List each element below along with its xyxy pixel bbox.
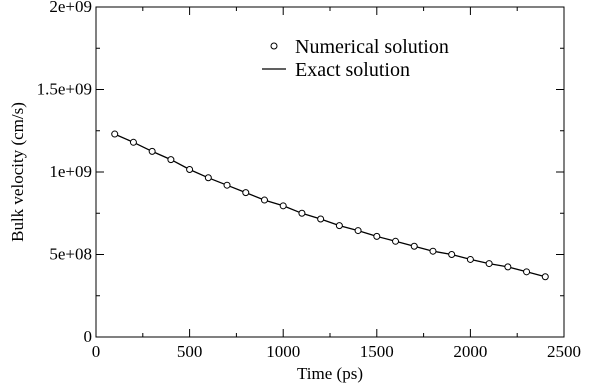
y-tick-label: 5e+08 xyxy=(49,245,92,264)
y-tick-label: 1.5e+09 xyxy=(37,80,92,99)
numerical-point xyxy=(279,202,287,210)
numerical-point xyxy=(317,215,325,223)
y-tick-labels: 0 5e+08 1e+09 1.5e+09 2e+09 xyxy=(37,0,92,346)
numerical-point xyxy=(242,189,250,197)
numerical-point xyxy=(448,251,456,258)
legend-numerical-label: Numerical solution xyxy=(295,36,449,58)
numerical-point xyxy=(167,156,175,164)
x-tick-label: 2500 xyxy=(547,342,581,361)
axis-ticks xyxy=(95,6,565,338)
numerical-point xyxy=(541,273,549,281)
exact-solution-line xyxy=(114,133,546,278)
x-tick-label: 1000 xyxy=(266,342,300,361)
numerical-point xyxy=(354,227,362,235)
x-axis-label: Time (ps) xyxy=(297,364,363,383)
numerical-point xyxy=(111,130,119,138)
numerical-solution-markers xyxy=(111,130,549,281)
numerical-point xyxy=(260,196,268,204)
x-tick-labels: 0 500 1000 1500 2000 2500 xyxy=(92,342,581,361)
numerical-point xyxy=(223,181,231,189)
numerical-point xyxy=(410,242,418,250)
y-axis-label: Bulk velocity (cm/s) xyxy=(8,102,27,242)
numerical-point xyxy=(466,255,474,263)
numerical-point xyxy=(373,232,381,240)
numerical-point xyxy=(148,147,156,155)
x-tick-label: 1500 xyxy=(360,342,394,361)
x-tick-label: 500 xyxy=(177,342,203,361)
numerical-point xyxy=(129,138,137,146)
x-tick-label: 2000 xyxy=(453,342,487,361)
numerical-point xyxy=(335,222,343,230)
numerical-point xyxy=(186,166,194,174)
legend: Numerical solution Exact solution xyxy=(262,36,449,81)
numerical-point xyxy=(392,237,400,245)
numerical-point xyxy=(429,247,437,255)
numerical-point xyxy=(204,174,212,182)
numerical-point xyxy=(298,209,306,217)
legend-numerical-marker xyxy=(270,42,278,50)
y-tick-label: 1e+09 xyxy=(49,162,92,181)
legend-exact-label: Exact solution xyxy=(295,59,410,81)
y-tick-label: 2e+09 xyxy=(49,0,92,16)
numerical-point xyxy=(523,268,531,276)
numerical-point xyxy=(504,263,512,271)
x-tick-label: 0 xyxy=(92,342,101,361)
y-tick-label: 0 xyxy=(84,327,93,346)
numerical-point xyxy=(485,260,493,268)
